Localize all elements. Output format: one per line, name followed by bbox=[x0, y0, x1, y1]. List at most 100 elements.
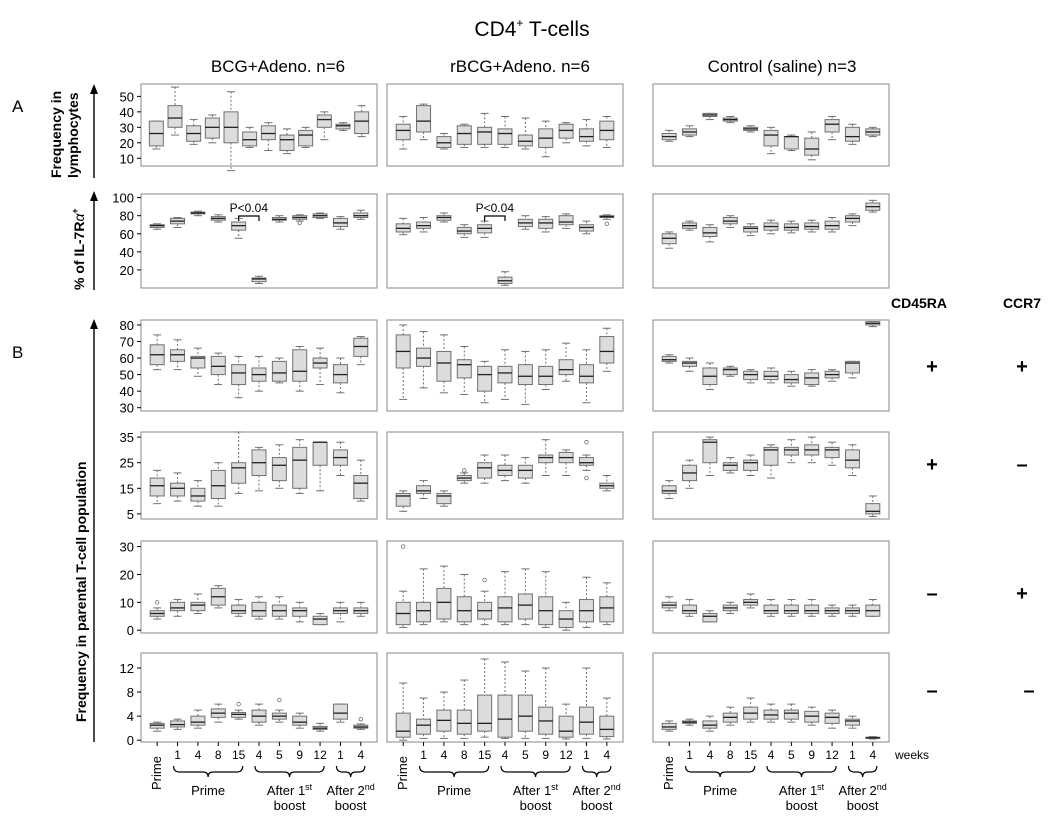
x-tick-label-prime: Prime bbox=[661, 756, 676, 790]
box bbox=[332, 703, 348, 720]
panel-B3-12: 0 10 20 30 bbox=[120, 540, 378, 638]
phase-label-prime: Prime bbox=[703, 783, 737, 798]
phase-brace bbox=[418, 765, 490, 778]
y-title-il7r: % of IL-7Rα+ bbox=[70, 208, 87, 290]
box bbox=[292, 446, 308, 489]
box bbox=[395, 123, 411, 141]
box bbox=[170, 349, 186, 362]
y-tick-label: 0 bbox=[127, 733, 134, 748]
group-title-control: Control (saline) n=3 bbox=[708, 57, 857, 76]
panel-B4-17 bbox=[652, 652, 890, 743]
box bbox=[763, 446, 779, 466]
box bbox=[436, 587, 452, 620]
y-tick-label: 60 bbox=[120, 351, 134, 366]
x-tick-label: 1 bbox=[420, 748, 427, 762]
box bbox=[804, 604, 820, 614]
x-tick-label: 1 bbox=[849, 748, 856, 762]
x-tick-label: 8 bbox=[461, 748, 468, 762]
box bbox=[316, 114, 332, 128]
x-tick-label: 5 bbox=[522, 748, 529, 762]
phase-brace bbox=[581, 765, 612, 778]
box bbox=[456, 709, 472, 735]
significance-bracket bbox=[484, 215, 506, 221]
marker-sign-r4-ccr7: – bbox=[1023, 680, 1034, 702]
box bbox=[279, 134, 295, 152]
outlier-point bbox=[297, 220, 302, 226]
outlier-point bbox=[236, 701, 241, 707]
marker-sign-r3-ccr7: + bbox=[1016, 583, 1028, 605]
phase-label-boost1: After 1st bbox=[513, 782, 559, 798]
phase-brace bbox=[766, 765, 837, 778]
box bbox=[353, 475, 369, 500]
marker-sign-r2-cd45ra: + bbox=[926, 454, 938, 476]
x-tick-label: 5 bbox=[788, 748, 795, 762]
box bbox=[271, 360, 287, 382]
y-arrow-b-head bbox=[90, 319, 98, 329]
phase-label-boost2: After 2nd bbox=[572, 782, 620, 798]
x-tick-label: 1 bbox=[583, 748, 590, 762]
box bbox=[190, 715, 206, 726]
box bbox=[416, 601, 432, 623]
y-tick-label: 25 bbox=[120, 456, 134, 471]
x-tick-label: 1 bbox=[337, 748, 344, 762]
marker-signs: + + + – – + – – bbox=[926, 356, 1034, 702]
panel-B2-9: 5 15 25 35 bbox=[120, 430, 378, 522]
box bbox=[395, 712, 411, 738]
marker-sign-r4-cd45ra: – bbox=[926, 680, 937, 702]
box bbox=[804, 372, 820, 386]
group-title-bcg: BCG+Adeno. n=6 bbox=[211, 57, 345, 76]
y-tick-label: 70 bbox=[120, 335, 134, 350]
group-title-rbcg: rBCG+Adeno. n=6 bbox=[450, 57, 590, 76]
x-tick-label: 5 bbox=[276, 748, 283, 762]
box bbox=[190, 487, 206, 502]
y-tick-label: 40 bbox=[120, 384, 134, 399]
box bbox=[251, 277, 267, 283]
x-tick-label: 1 bbox=[174, 748, 181, 762]
outlier-point bbox=[604, 221, 610, 227]
box bbox=[844, 360, 860, 374]
box bbox=[242, 131, 258, 147]
box bbox=[578, 364, 594, 384]
y-tick-label: 10 bbox=[120, 151, 134, 166]
y-tick-label: 35 bbox=[120, 430, 134, 445]
panel-B4-15: 0 4 8 12 bbox=[120, 652, 378, 748]
phase-brace bbox=[500, 765, 571, 778]
y-tick-label: 20 bbox=[120, 567, 134, 582]
marker-sign-r1-ccr7: + bbox=[1016, 356, 1028, 378]
box bbox=[456, 125, 472, 145]
panel-A1-2 bbox=[652, 83, 890, 167]
x-tick-label: 12 bbox=[559, 748, 573, 762]
box bbox=[292, 607, 308, 617]
y-tick-label: 30 bbox=[120, 540, 134, 555]
box bbox=[517, 134, 533, 147]
x-tick-label: 15 bbox=[232, 748, 246, 762]
box bbox=[271, 457, 287, 482]
box bbox=[865, 503, 881, 515]
box bbox=[599, 596, 615, 623]
box bbox=[578, 457, 594, 466]
panel-B2-11 bbox=[652, 431, 890, 520]
y-tick-label: 8 bbox=[127, 685, 134, 700]
panel-A1-1 bbox=[386, 83, 624, 167]
box bbox=[844, 718, 860, 726]
box bbox=[416, 485, 432, 494]
box bbox=[149, 477, 165, 497]
box bbox=[517, 694, 533, 732]
phase-brace bbox=[684, 765, 756, 778]
box bbox=[824, 119, 840, 133]
box bbox=[335, 123, 351, 130]
y-arrow-a2-head bbox=[90, 191, 98, 201]
figure-title: CD4+ T-cells bbox=[474, 16, 589, 41]
box bbox=[170, 482, 186, 497]
box bbox=[743, 226, 759, 233]
box bbox=[497, 128, 513, 145]
panel-frame bbox=[652, 83, 890, 167]
phase-label-boost2: After 2nd bbox=[326, 782, 374, 798]
box bbox=[231, 462, 247, 484]
box bbox=[743, 370, 759, 381]
panel-B3-14 bbox=[652, 540, 890, 634]
